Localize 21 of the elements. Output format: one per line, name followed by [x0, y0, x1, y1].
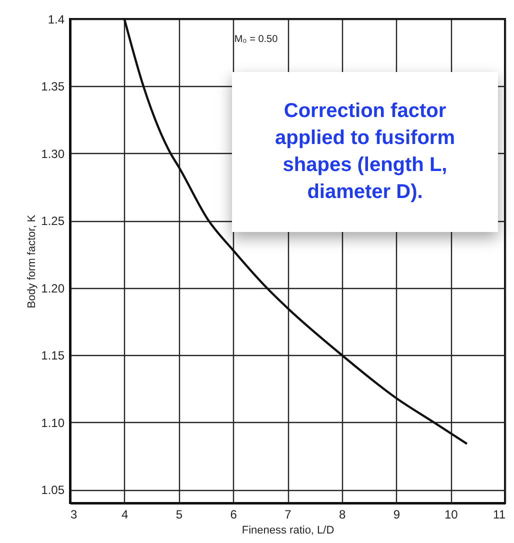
x-tick-label: 10 — [444, 508, 458, 522]
x-axis-title: Fineness ratio, L/D — [242, 524, 334, 536]
x-tick-label: 8 — [339, 508, 346, 522]
y-axis-title: Body form factor, K — [26, 214, 38, 308]
x-tick-label: 11 — [493, 508, 506, 522]
y-tick-label: 1.15 — [41, 348, 65, 363]
callout-box: Correction factor applied to fusiform shapes (length L, diameter D). — [232, 72, 498, 232]
y-tick-label: 1.25 — [41, 214, 65, 228]
y-tick-label: 1.30 — [41, 146, 65, 161]
x-tick-label: 6 — [230, 508, 238, 522]
x-tick-label: 5 — [176, 508, 183, 522]
y-tick-label: 1.05 — [41, 483, 65, 498]
x-tick-label: 3 — [70, 508, 78, 522]
annotation: M₀ = 0.50 — [234, 34, 278, 45]
x-tick-label: 4 — [122, 508, 129, 522]
y-tick-label: 1.10 — [41, 416, 65, 430]
y-tick-label: 1.4 — [48, 12, 65, 26]
y-tick-label: 1.35 — [41, 80, 65, 94]
x-tick-label: 7 — [284, 508, 292, 522]
y-tick-label: 1.20 — [41, 281, 65, 296]
x-tick-label: 9 — [393, 508, 400, 522]
